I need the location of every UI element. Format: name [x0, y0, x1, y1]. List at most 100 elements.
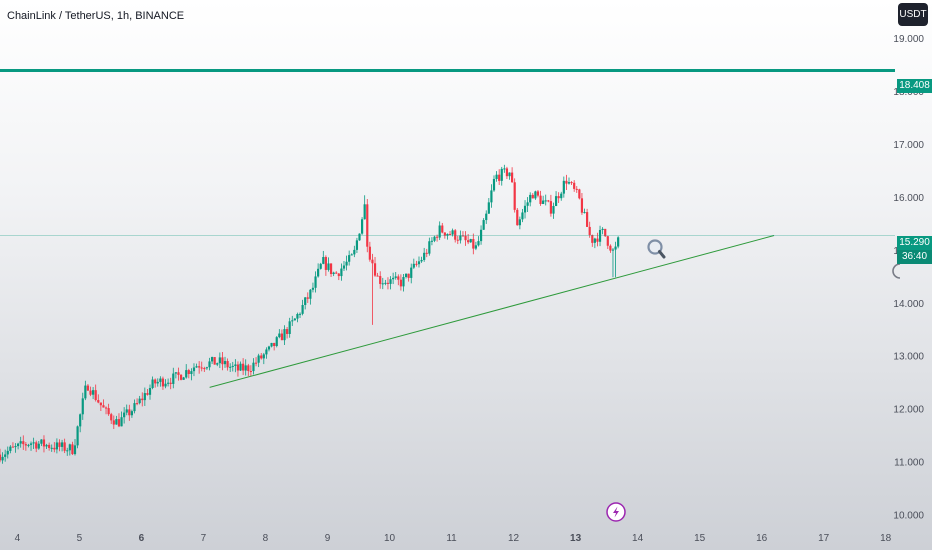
candle	[399, 279, 402, 287]
x-tick-label: 7	[201, 533, 207, 544]
candle	[518, 219, 521, 226]
candle	[384, 282, 387, 284]
bar-countdown-badge: 36:40	[897, 250, 932, 264]
candle	[547, 200, 550, 202]
candle	[174, 372, 177, 374]
x-tick-label: 17	[818, 533, 830, 544]
candle	[500, 168, 503, 181]
candle	[593, 238, 596, 243]
candle	[583, 212, 586, 214]
candle	[477, 241, 480, 246]
candle	[164, 383, 167, 387]
candle	[135, 403, 139, 405]
candle	[6, 450, 9, 455]
candle	[192, 367, 196, 372]
candle	[505, 168, 509, 177]
candle	[554, 196, 558, 207]
candle	[226, 361, 229, 368]
candle	[492, 178, 496, 191]
candle	[154, 379, 157, 384]
candle	[200, 367, 203, 369]
candle	[498, 174, 501, 181]
candle	[247, 365, 250, 372]
x-tick-label: 14	[632, 533, 644, 544]
candle	[169, 382, 172, 384]
candle	[441, 225, 444, 233]
candle	[392, 277, 395, 280]
candle	[443, 232, 446, 236]
candle	[438, 225, 441, 238]
candle	[454, 230, 457, 240]
candle	[503, 168, 506, 170]
candle	[143, 393, 146, 401]
candle	[464, 235, 467, 241]
candle	[516, 209, 519, 226]
candle	[425, 252, 428, 254]
candle	[542, 200, 545, 204]
candle	[389, 279, 392, 284]
currency-button[interactable]: USDT	[898, 3, 928, 26]
candle	[190, 371, 193, 375]
candle	[32, 442, 35, 444]
candle	[495, 174, 498, 179]
candle	[523, 205, 527, 213]
candle	[467, 240, 470, 243]
candle	[358, 233, 361, 241]
candle	[456, 239, 459, 241]
candle	[490, 190, 493, 203]
candle	[102, 405, 105, 408]
candle	[42, 439, 46, 447]
y-tick-label: 10.000	[893, 510, 924, 521]
y-tick-label: 14.000	[893, 299, 924, 310]
candle	[446, 233, 449, 236]
candle	[50, 447, 53, 449]
candle	[557, 196, 560, 199]
candle	[17, 443, 20, 447]
candle	[159, 378, 162, 382]
candle	[242, 363, 245, 371]
candle	[66, 450, 69, 452]
candle	[0, 454, 2, 461]
candle	[182, 377, 185, 380]
candle	[291, 320, 294, 322]
candle	[29, 443, 33, 445]
x-tick-label: 16	[756, 533, 768, 544]
candle	[560, 193, 563, 199]
candle	[280, 333, 284, 341]
candle	[257, 355, 260, 363]
candle	[1, 456, 4, 461]
reload-indicator-icon[interactable]	[892, 263, 901, 279]
candle	[97, 400, 100, 403]
candle	[223, 361, 227, 365]
candle	[76, 426, 79, 446]
candle	[285, 329, 289, 334]
trendline[interactable]	[209, 235, 775, 388]
candle	[386, 282, 390, 284]
candle	[301, 305, 304, 314]
magnifier-icon[interactable]	[647, 239, 666, 259]
candle	[9, 446, 12, 451]
candle	[133, 403, 136, 412]
candle	[148, 388, 152, 395]
candle	[588, 226, 591, 236]
candle	[573, 182, 576, 189]
x-tick-label: 10	[384, 533, 396, 544]
candle	[567, 182, 571, 184]
candle	[156, 381, 159, 384]
candle	[216, 363, 219, 365]
candle	[596, 238, 599, 242]
candle	[601, 228, 604, 230]
candle	[19, 441, 22, 444]
candle	[539, 195, 542, 204]
candle	[249, 371, 252, 373]
x-tick-label: 8	[263, 533, 269, 544]
candle	[536, 191, 540, 196]
lightning-icon[interactable]	[606, 502, 626, 522]
candle	[63, 442, 66, 451]
candle	[27, 444, 30, 446]
candle	[37, 443, 40, 449]
candle	[45, 444, 48, 447]
candle	[435, 236, 439, 238]
candle	[203, 368, 206, 370]
